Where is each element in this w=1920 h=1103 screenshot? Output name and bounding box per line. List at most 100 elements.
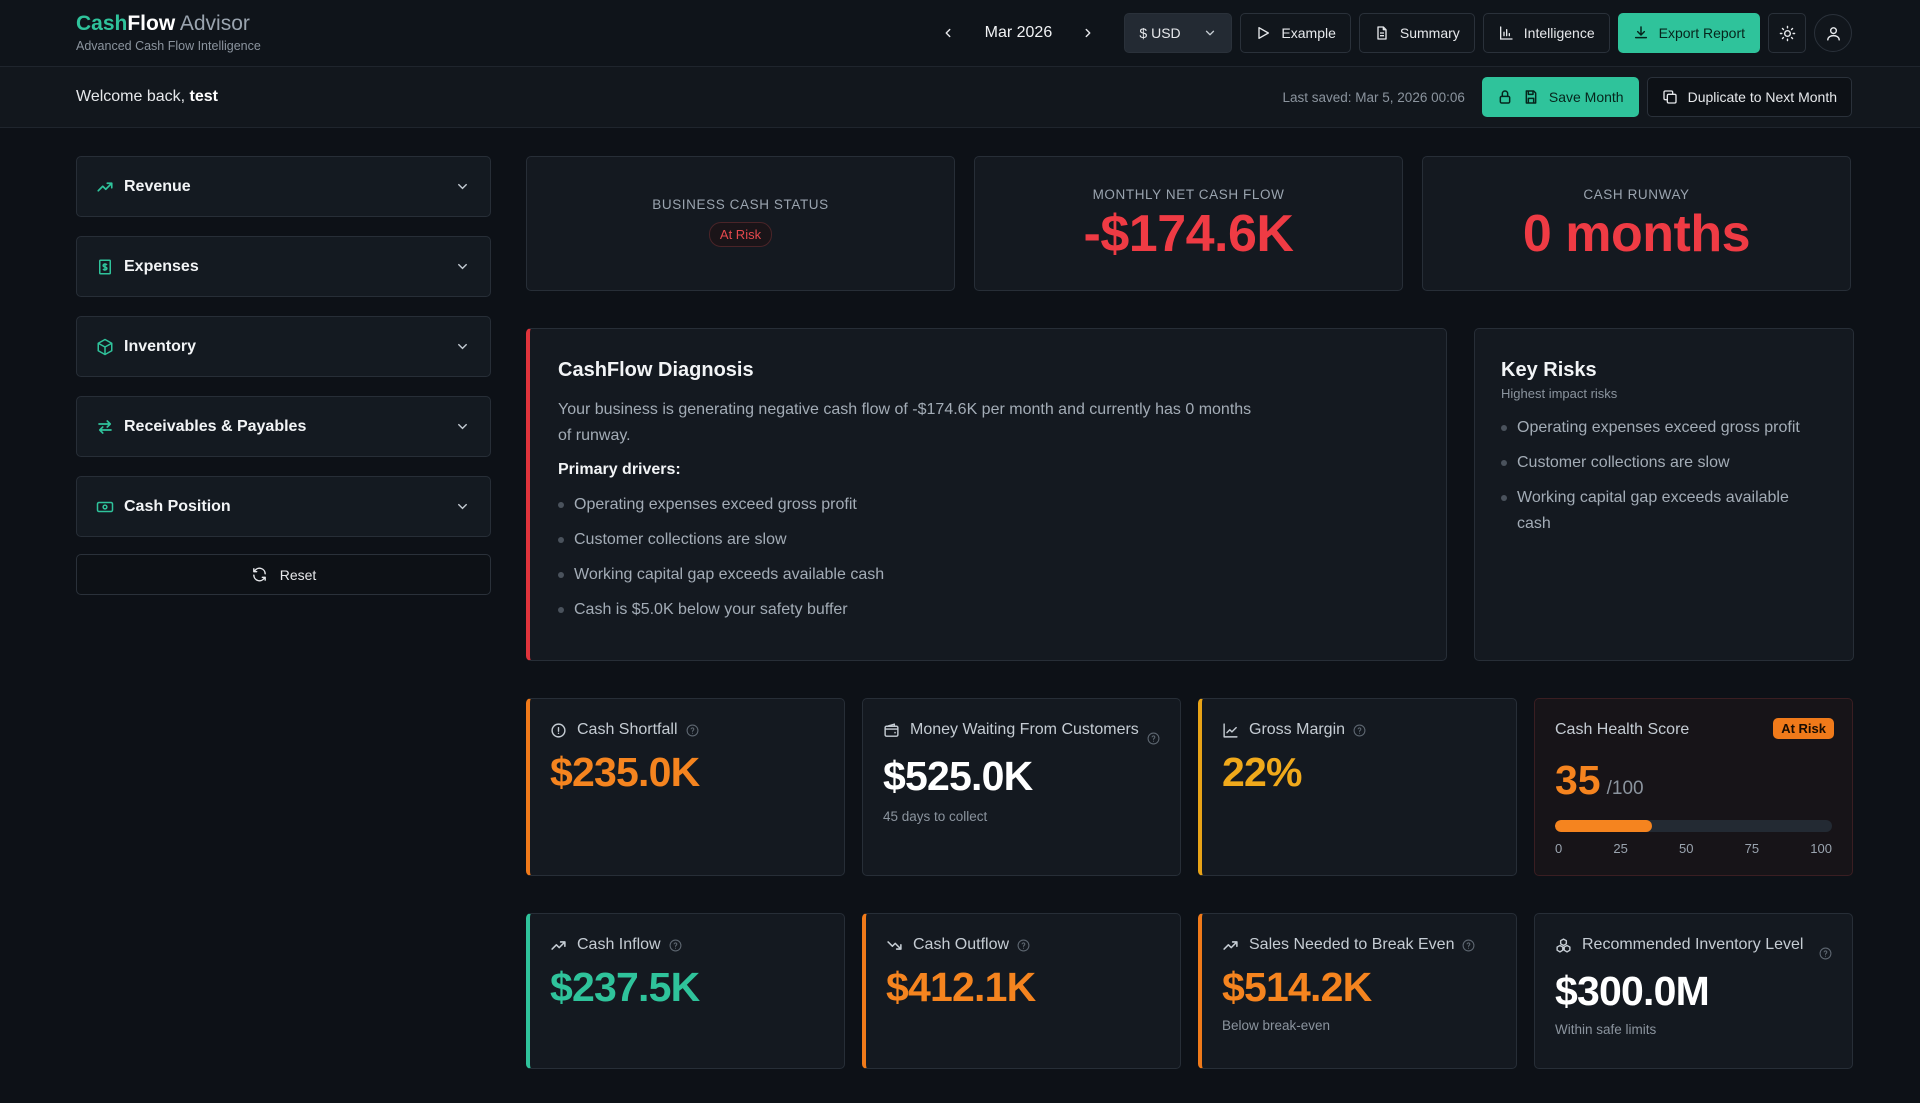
previous-month-button[interactable] bbox=[934, 19, 962, 47]
next-month-button[interactable] bbox=[1074, 19, 1102, 47]
chevron-down-icon bbox=[458, 503, 467, 510]
health-progress-bar bbox=[1555, 820, 1832, 832]
stat-title: BUSINESS CASH STATUS bbox=[652, 197, 829, 212]
money-waiting-card: Money Waiting From Customers $525.0K 45 … bbox=[862, 698, 1181, 876]
intelligence-label: Intelligence bbox=[1523, 25, 1595, 41]
trending-down-icon bbox=[887, 941, 902, 950]
wallet-icon bbox=[884, 723, 899, 737]
intelligence-button[interactable]: Intelligence bbox=[1482, 13, 1610, 53]
metric-label: Cash Shortfall bbox=[577, 721, 678, 738]
metric-header: Gross Margin bbox=[1222, 719, 1496, 741]
help-icon[interactable] bbox=[1819, 947, 1832, 960]
currency-select[interactable]: $ USD bbox=[1124, 13, 1233, 53]
top-actions: Mar 2026 $ USD Example Summary Intellige… bbox=[934, 13, 1852, 53]
reset-button[interactable]: Reset bbox=[76, 554, 491, 595]
refresh-icon bbox=[252, 567, 266, 582]
chevron-down-icon bbox=[458, 343, 467, 350]
list-item: Working capital gap exceeds available ca… bbox=[1501, 485, 1827, 537]
business-cash-status-card: BUSINESS CASH STATUS At Risk bbox=[526, 156, 955, 291]
metric-value: $514.2K bbox=[1222, 964, 1372, 1010]
metric-value: $525.0K bbox=[883, 753, 1033, 799]
trending-up-icon bbox=[551, 941, 566, 950]
metric-label: Gross Margin bbox=[1249, 721, 1346, 738]
user-icon bbox=[1826, 26, 1840, 41]
example-button[interactable]: Example bbox=[1240, 13, 1351, 53]
gross-margin-card: Gross Margin 22% bbox=[1198, 698, 1517, 876]
monthly-net-cash-flow-card: MONTHLY NET CASH FLOW -$174.6K bbox=[974, 156, 1403, 291]
cashflow-diagnosis-card: CashFlow Diagnosis Your business is gene… bbox=[526, 328, 1447, 661]
help-icon[interactable] bbox=[1147, 732, 1160, 745]
accordion-label: Revenue bbox=[124, 177, 191, 195]
alert-circle-icon bbox=[551, 723, 566, 738]
accordion-inventory[interactable]: Inventory bbox=[76, 316, 491, 377]
help-icon[interactable] bbox=[1353, 724, 1366, 737]
status-badge: At Risk bbox=[708, 222, 773, 247]
banknote-icon bbox=[96, 501, 114, 512]
scale-tick: 100 bbox=[1810, 841, 1832, 856]
bullet-icon bbox=[558, 501, 564, 508]
cash-runway-value: 0 months bbox=[1522, 205, 1751, 263]
drivers-title: Primary drivers: bbox=[558, 461, 681, 478]
accordion-cash-position[interactable]: Cash Position bbox=[76, 476, 491, 537]
list-item: Cash is $5.0K below your safety buffer bbox=[558, 592, 1418, 627]
chevron-down-icon bbox=[458, 263, 467, 270]
help-icon[interactable] bbox=[1462, 939, 1475, 952]
metric-subtext: Within safe limits bbox=[1555, 1022, 1657, 1037]
health-scale: 0 25 50 75 100 bbox=[1555, 841, 1832, 856]
metric-label: Sales Needed to Break Even bbox=[1249, 936, 1455, 953]
scale-tick: 50 bbox=[1679, 841, 1694, 856]
document-icon bbox=[1377, 26, 1387, 40]
sun-icon bbox=[1779, 25, 1795, 41]
help-icon[interactable] bbox=[1017, 939, 1030, 952]
brand-name: CashFlow Advisor bbox=[76, 12, 250, 35]
metric-label: Cash Health Score bbox=[1555, 721, 1690, 738]
help-icon[interactable] bbox=[669, 939, 682, 952]
save-month-button[interactable]: Save Month bbox=[1481, 77, 1639, 117]
bullet-icon bbox=[558, 571, 564, 578]
stat-title: MONTHLY NET CASH FLOW bbox=[1092, 187, 1285, 202]
metric-subtext: 45 days to collect bbox=[883, 809, 988, 824]
accordion-receivables-payables[interactable]: Receivables & Payables bbox=[76, 396, 491, 457]
risks-title: Key Risks bbox=[1501, 359, 1597, 381]
accordion-label: Inventory bbox=[124, 337, 197, 355]
accordion-label: Expenses bbox=[124, 257, 199, 275]
user-menu-button[interactable] bbox=[1814, 14, 1852, 52]
risks-subtitle: Highest impact risks bbox=[1501, 386, 1618, 401]
accordion-revenue[interactable]: Revenue bbox=[76, 156, 491, 217]
drivers-list: Operating expenses exceed gross profit C… bbox=[558, 487, 1418, 627]
last-saved: Last saved: Mar 5, 2026 00:06 bbox=[1282, 89, 1465, 105]
key-risks-card: Key Risks Highest impact risks Operating… bbox=[1474, 328, 1854, 661]
user-name: test bbox=[189, 88, 218, 105]
reset-label: Reset bbox=[279, 566, 317, 583]
stat-title: CASH RUNWAY bbox=[1583, 187, 1690, 202]
cash-runway-card: CASH RUNWAY 0 months bbox=[1422, 156, 1851, 291]
accordion-expenses[interactable]: Expenses bbox=[76, 236, 491, 297]
theme-toggle-button[interactable] bbox=[1768, 13, 1806, 53]
metric-value: $237.5K bbox=[550, 964, 700, 1010]
metric-header: Sales Needed to Break Even bbox=[1222, 934, 1496, 956]
inputs-sidebar: Revenue Expenses Inventory Receivables &… bbox=[76, 156, 491, 595]
metric-subtext: Below break-even bbox=[1222, 1018, 1331, 1033]
chevron-down-icon bbox=[1206, 30, 1215, 36]
help-icon[interactable] bbox=[686, 724, 699, 737]
brand-subtitle: Advanced Cash Flow Intelligence bbox=[76, 39, 261, 53]
risks-list: Operating expenses exceed gross profit C… bbox=[1501, 415, 1827, 537]
chevron-left-icon bbox=[945, 28, 951, 38]
brand[interactable]: CashFlow Advisor Advanced Cash Flow Inte… bbox=[76, 12, 261, 54]
duplicate-month-button[interactable]: Duplicate to Next Month bbox=[1646, 77, 1852, 117]
download-icon bbox=[1634, 26, 1647, 39]
metric-value: 22% bbox=[1222, 749, 1302, 795]
currency-value: $ USD bbox=[1139, 25, 1181, 41]
metric-label: Cash Inflow bbox=[577, 936, 661, 953]
chevron-down-icon bbox=[458, 423, 467, 430]
metric-value: $300.0M bbox=[1555, 968, 1710, 1014]
summary-button[interactable]: Summary bbox=[1358, 13, 1475, 53]
chevron-right-icon bbox=[1085, 28, 1091, 38]
export-report-button[interactable]: Export Report bbox=[1617, 13, 1760, 53]
list-item: Operating expenses exceed gross profit bbox=[1501, 415, 1827, 441]
metric-header: Cash Health Score bbox=[1555, 719, 1832, 741]
bullet-icon bbox=[1501, 495, 1507, 501]
boxes-icon bbox=[1556, 938, 1571, 953]
list-item: Customer collections are slow bbox=[558, 522, 1418, 557]
month-navigator: Mar 2026 bbox=[934, 19, 1102, 47]
